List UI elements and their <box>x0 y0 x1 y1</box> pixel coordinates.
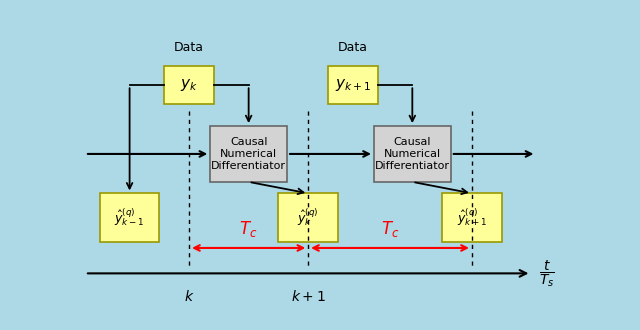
FancyBboxPatch shape <box>100 193 159 242</box>
Text: $k+1$: $k+1$ <box>291 289 326 304</box>
Text: $\dfrac{t}{T_s}$: $\dfrac{t}{T_s}$ <box>539 258 555 289</box>
Text: $y_k$: $y_k$ <box>180 77 198 93</box>
Text: Causal
Numerical
Differentiator: Causal Numerical Differentiator <box>375 137 450 171</box>
FancyBboxPatch shape <box>210 126 287 182</box>
Text: Causal
Numerical
Differentiator: Causal Numerical Differentiator <box>211 137 286 171</box>
FancyBboxPatch shape <box>278 193 338 242</box>
Text: Data: Data <box>174 41 204 53</box>
FancyBboxPatch shape <box>442 193 502 242</box>
FancyBboxPatch shape <box>164 66 214 104</box>
FancyBboxPatch shape <box>328 66 378 104</box>
Text: $T_c$: $T_c$ <box>381 219 399 239</box>
Text: $y_{k+1}$: $y_{k+1}$ <box>335 77 371 93</box>
Text: $\hat{y}^{(q)}_{k-1}$: $\hat{y}^{(q)}_{k-1}$ <box>115 207 145 228</box>
Text: $k$: $k$ <box>184 289 195 304</box>
Text: $\hat{y}^{(q)}_{k+1}$: $\hat{y}^{(q)}_{k+1}$ <box>457 207 487 228</box>
Text: $T_c$: $T_c$ <box>239 219 258 239</box>
Text: $\hat{y}^{(q)}_k$: $\hat{y}^{(q)}_k$ <box>298 207 319 228</box>
FancyBboxPatch shape <box>374 126 451 182</box>
Text: Data: Data <box>338 41 368 53</box>
